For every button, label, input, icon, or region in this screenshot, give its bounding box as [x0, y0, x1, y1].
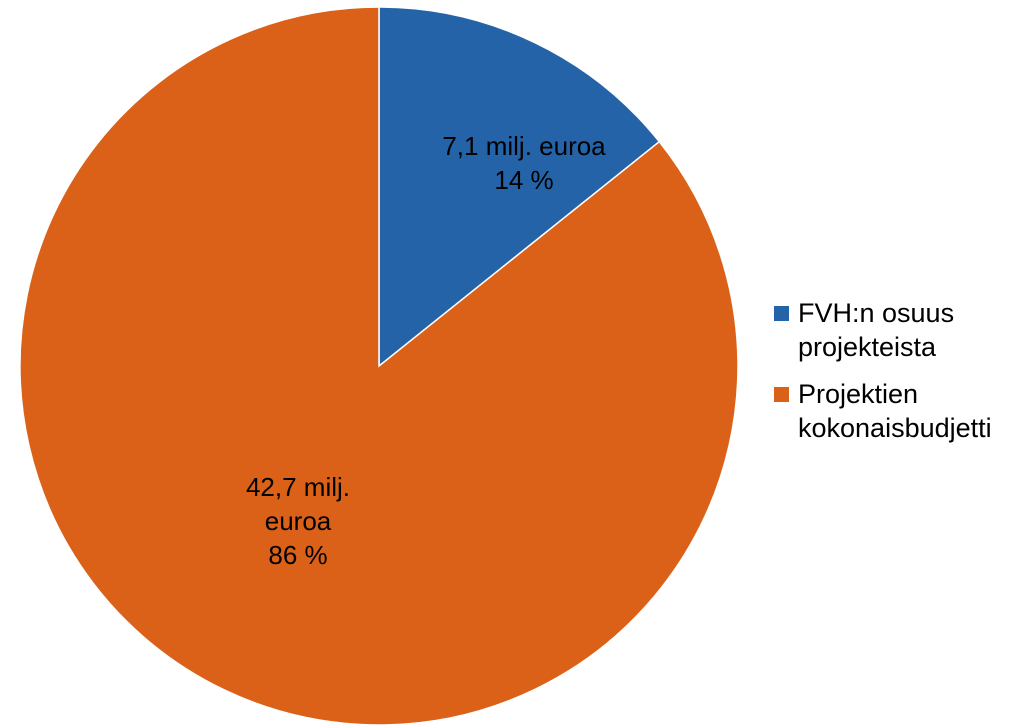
legend-swatch-fvh-share	[774, 306, 789, 321]
legend-label-total-budget: Projektien kokonaisbudjetti	[798, 379, 992, 443]
pie-slice-label-1-line-1: euroa	[265, 506, 332, 536]
legend-item-fvh-share: FVH:n osuus projekteista	[774, 296, 1019, 364]
pie-slice-label-1-line-0: 42,7 milj.	[246, 472, 350, 502]
pie-slice-label-0-line-1: 14 %	[494, 165, 553, 195]
pie-slice-label-0-line-0: 7,1 milj. euroa	[442, 131, 606, 161]
pie-slice-label-1-line-2: 86 %	[268, 540, 327, 570]
pie-slice-1	[19, 6, 739, 726]
legend-label-fvh-share: FVH:n osuus projekteista	[798, 298, 955, 362]
pie-slice-label-0: 7,1 milj. euroa 14 %	[442, 131, 606, 195]
legend-item-total-budget: Projektien kokonaisbudjetti	[774, 377, 1019, 445]
legend: FVH:n osuus projekteista Projektien koko…	[774, 296, 1019, 458]
pie-slice-label-1: 42,7 milj. euroa 86 %	[246, 472, 350, 570]
legend-swatch-total-budget	[774, 387, 789, 402]
pie-slice-0	[378, 6, 661, 368]
